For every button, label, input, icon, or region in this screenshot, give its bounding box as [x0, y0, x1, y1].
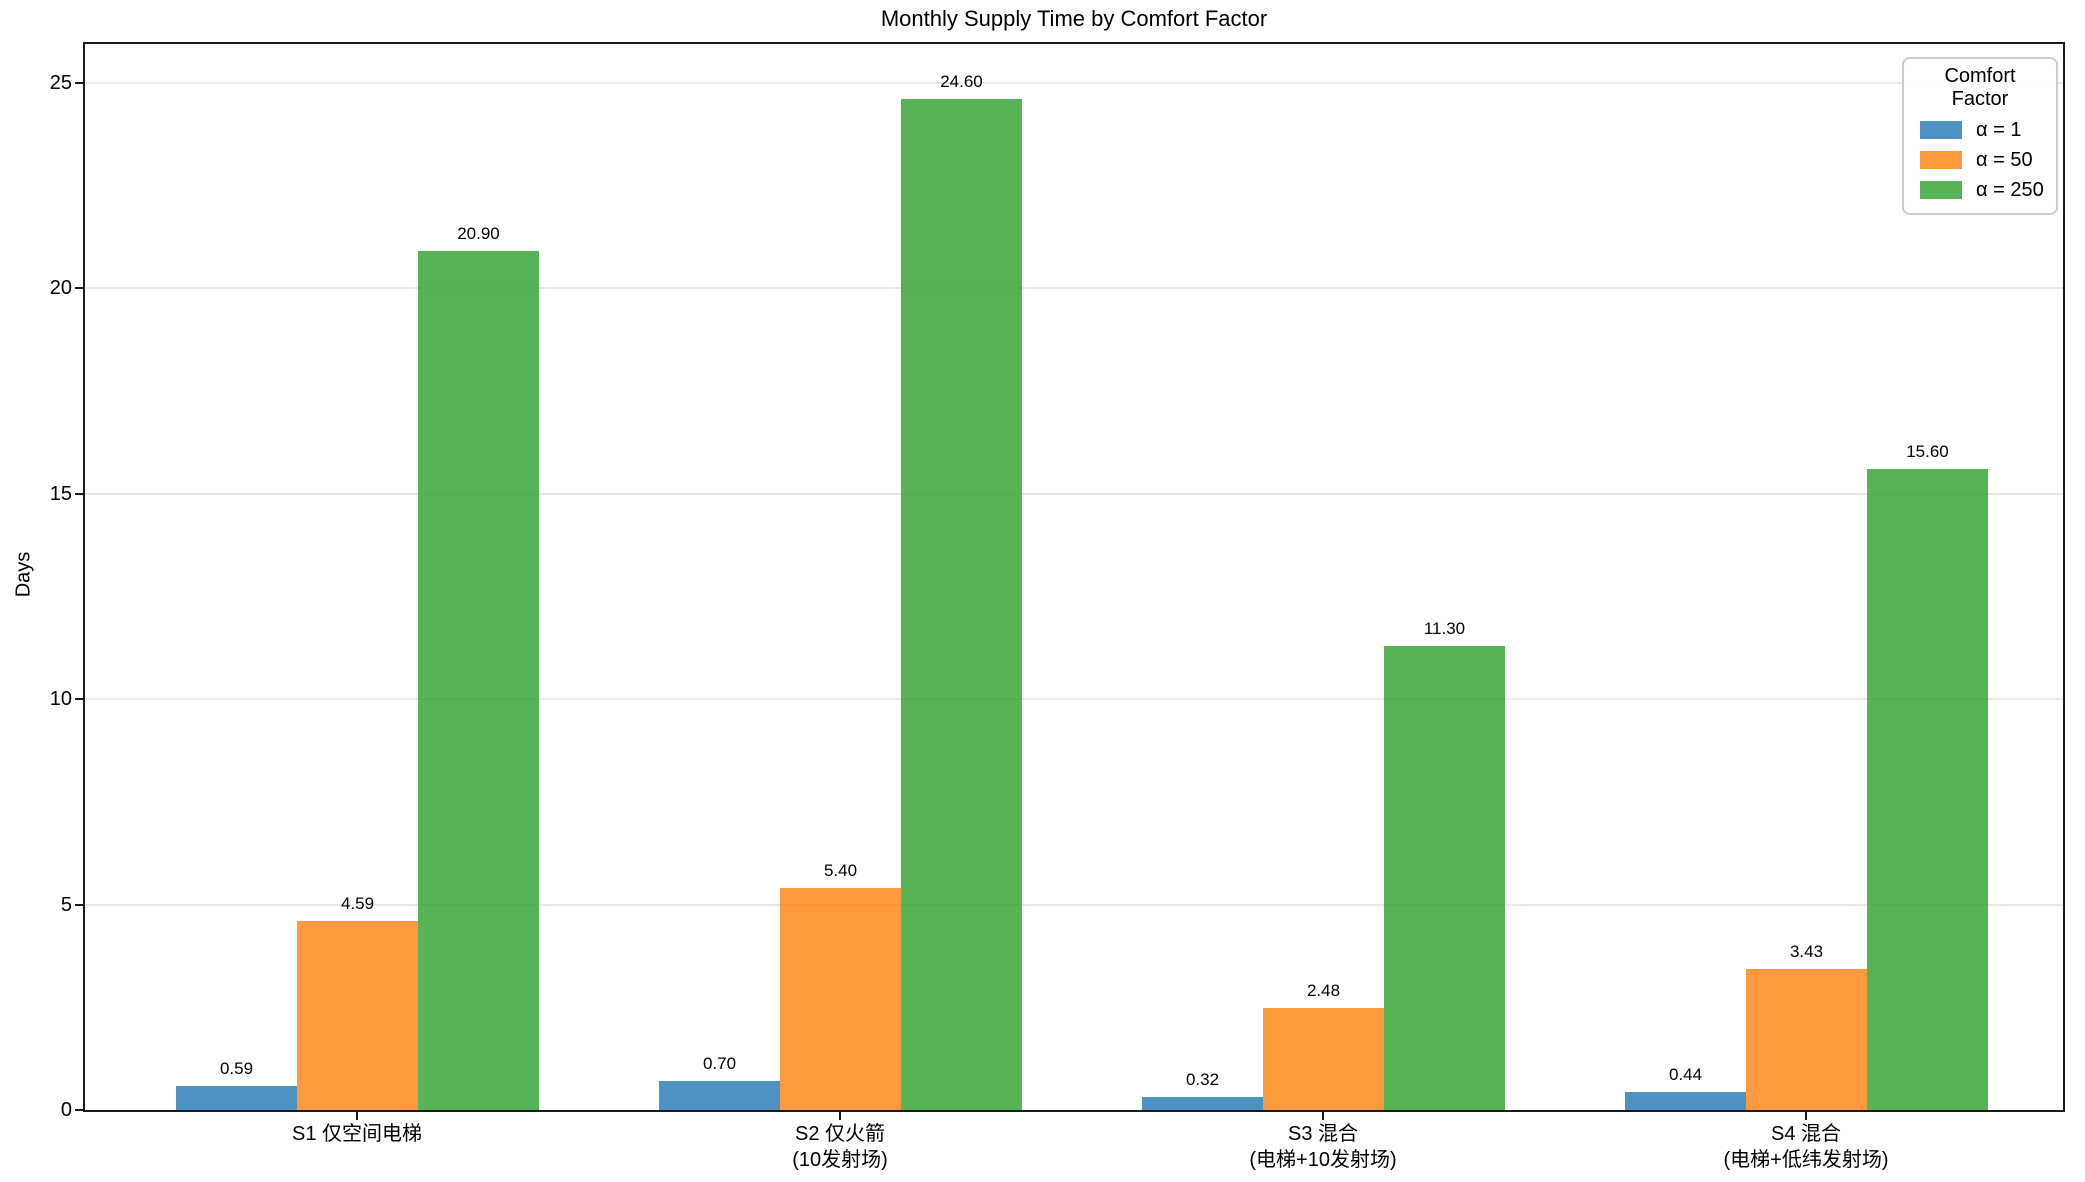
bar-value-label: 0.44 — [1668, 1065, 1703, 1084]
bar-value-label: 0.70 — [702, 1054, 737, 1073]
x-tick-mark — [1805, 1112, 1807, 1120]
x-tick-label: S1 仅空间电梯 — [291, 1123, 423, 1145]
y-tick-mark — [75, 904, 83, 906]
legend-title: Comfort Factor — [1944, 65, 2016, 110]
plot-area: 0.59 0.70 0.32 0.44 4.59 5.40 2.48 3.43 20.90 24.… — [83, 42, 2065, 1112]
x-tick-mark — [1322, 1112, 1324, 1120]
gridline — [85, 904, 2063, 906]
bar — [176, 1086, 297, 1110]
bar-value-label: 24.60 — [940, 72, 983, 91]
bar — [418, 251, 539, 1110]
legend-swatch — [1920, 181, 1962, 199]
bar — [901, 99, 1022, 1110]
bar-value-label: 0.32 — [1185, 1070, 1220, 1089]
legend: Comfort Factor α = 1 α = 50 α = 250 — [1902, 57, 2058, 215]
bar — [1384, 646, 1505, 1110]
bar — [1142, 1097, 1263, 1110]
y-tick-mark — [75, 698, 83, 700]
y-tick-mark — [75, 1109, 83, 1111]
x-tick-mark — [356, 1112, 358, 1120]
gridline — [85, 82, 2063, 84]
y-tick-label: 0 — [60, 1099, 72, 1121]
bar — [1867, 469, 1988, 1110]
x-tick-label: S2 仅火箭 (10发射场) — [792, 1123, 888, 1171]
bar — [297, 921, 418, 1110]
gridline — [85, 493, 2063, 495]
legend-entry-label: α = 250 — [1976, 178, 2044, 201]
y-tick-label: 25 — [49, 72, 72, 94]
bar — [659, 1081, 780, 1110]
gridline — [85, 287, 2063, 289]
y-tick-label: 5 — [60, 894, 72, 916]
bar-value-label: 20.90 — [457, 224, 500, 243]
gridline — [85, 698, 2063, 700]
y-tick-mark — [75, 287, 83, 289]
bar — [1625, 1092, 1746, 1110]
bar-value-label: 4.59 — [340, 894, 375, 913]
y-tick-mark — [75, 82, 83, 84]
bar — [1263, 1008, 1384, 1110]
x-tick-label: S4 混合 (电梯+低纬发射场) — [1723, 1123, 1889, 1171]
legend-swatch — [1920, 121, 1962, 139]
y-axis-label: Days — [12, 551, 35, 598]
bar — [780, 888, 901, 1110]
legend-swatch — [1920, 151, 1962, 169]
bar-value-label: 2.48 — [1306, 981, 1341, 1000]
legend-items: α = 1 α = 50 α = 250 — [1914, 115, 2046, 205]
legend-entry: α = 250 — [1914, 175, 2046, 205]
legend-entry-label: α = 50 — [1976, 148, 2033, 171]
legend-entry-label: α = 1 — [1976, 118, 2022, 141]
bar-value-label: 5.40 — [823, 861, 858, 880]
bar-value-label: 11.30 — [1423, 619, 1466, 638]
y-tick-label: 20 — [49, 277, 72, 299]
y-tick-label: 10 — [49, 688, 72, 710]
chart-title: Monthly Supply Time by Comfort Factor — [880, 6, 1268, 31]
x-tick-mark — [839, 1112, 841, 1120]
bar-value-label: 3.43 — [1789, 942, 1824, 961]
bar-value-label: 15.60 — [1906, 442, 1949, 461]
x-tick-label: S3 混合 (电梯+10发射场) — [1249, 1123, 1397, 1171]
bar — [1746, 969, 1867, 1110]
legend-entry: α = 50 — [1914, 145, 2046, 175]
legend-entry: α = 1 — [1914, 115, 2046, 145]
bar-value-label: 0.59 — [219, 1059, 254, 1078]
y-tick-mark — [75, 493, 83, 495]
y-tick-label: 15 — [49, 483, 72, 505]
